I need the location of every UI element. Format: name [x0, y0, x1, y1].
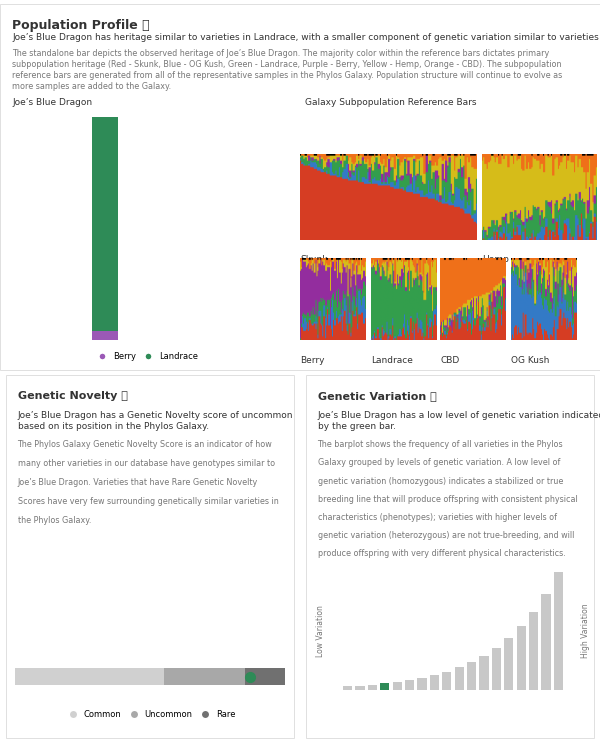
- Bar: [479, 656, 488, 690]
- Bar: [380, 683, 389, 690]
- Bar: [517, 626, 526, 690]
- Text: Berry: Berry: [300, 356, 325, 365]
- Text: Joe’s Blue Dragon has a Genetic Novelty score of uncommon: Joe’s Blue Dragon has a Genetic Novelty …: [17, 411, 293, 420]
- Text: Joe’s Blue Dragon: Joe’s Blue Dragon: [12, 98, 92, 107]
- Text: OG Kush: OG Kush: [511, 356, 550, 365]
- Text: reference bars are generated from all of the representative samples in the Phylo: reference bars are generated from all of…: [12, 71, 562, 80]
- Text: breeding line that will produce offspring with consistent physical: breeding line that will produce offsprin…: [317, 495, 577, 504]
- Bar: [442, 672, 451, 690]
- Text: The barplot shows the frequency of all varieties in the Phylos: The barplot shows the frequency of all v…: [317, 440, 563, 449]
- Text: The Phylos Galaxy Genetic Novelty Score is an indicator of how: The Phylos Galaxy Genetic Novelty Score …: [17, 440, 272, 449]
- Text: Landrace: Landrace: [371, 356, 413, 365]
- Bar: [163, 669, 245, 686]
- Bar: [405, 680, 414, 690]
- Text: CBD: CBD: [440, 356, 460, 365]
- Bar: [92, 331, 118, 340]
- Bar: [529, 612, 538, 690]
- Text: genetic variation (heterozygous) are not true-breeding, and will: genetic variation (heterozygous) are not…: [317, 531, 574, 540]
- Text: based on its position in the Phylos Galaxy.: based on its position in the Phylos Gala…: [17, 422, 209, 431]
- Text: the Phylos Galaxy.: the Phylos Galaxy.: [17, 516, 91, 525]
- Text: Joe’s Blue Dragon has a low level of genetic variation indicated: Joe’s Blue Dragon has a low level of gen…: [317, 411, 600, 420]
- Text: genetic variation (homozygous) indicates a stabilized or true: genetic variation (homozygous) indicates…: [317, 476, 563, 485]
- Text: High Variation: High Variation: [581, 604, 590, 658]
- Text: Joe’s Blue Dragon. Varieties that have Rare Genetic Novelty: Joe’s Blue Dragon. Varieties that have R…: [17, 478, 258, 487]
- Bar: [0, 4, 600, 370]
- Bar: [504, 638, 514, 690]
- Text: Skunk: Skunk: [300, 255, 328, 264]
- Text: Hemp: Hemp: [482, 255, 509, 264]
- Text: Genetic Novelty ⓘ: Genetic Novelty ⓘ: [17, 391, 127, 401]
- Text: Joe’s Blue Dragon has heritage similar to varieties in Landrace, with a smaller : Joe’s Blue Dragon has heritage similar t…: [12, 33, 600, 42]
- Text: Scores have very few surrounding genetically similar varieties in: Scores have very few surrounding genetic…: [17, 497, 278, 506]
- Bar: [455, 667, 464, 690]
- Bar: [355, 686, 365, 690]
- Text: Galaxy grouped by levels of genetic variation. A low level of: Galaxy grouped by levels of genetic vari…: [317, 459, 560, 467]
- Legend: Common, Uncommon, Rare: Common, Uncommon, Rare: [61, 706, 239, 722]
- Text: The standalone bar depicts the observed heritage of Joe’s Blue Dragon. The major: The standalone bar depicts the observed …: [12, 49, 549, 58]
- Bar: [368, 685, 377, 690]
- Legend: Berry, Landrace: Berry, Landrace: [90, 349, 202, 364]
- Text: characteristics (phenotypes); varieties with higher levels of: characteristics (phenotypes); varieties …: [317, 513, 557, 522]
- Bar: [554, 572, 563, 690]
- Bar: [492, 648, 501, 690]
- Text: subpopulation heritage (Red - Skunk, Blue - OG Kush, Green - Landrace, Purple - : subpopulation heritage (Red - Skunk, Blu…: [12, 60, 562, 69]
- Bar: [541, 594, 551, 690]
- Bar: [418, 677, 427, 690]
- Text: more samples are added to the Galaxy.: more samples are added to the Galaxy.: [12, 82, 171, 91]
- Text: produce offspring with very different physical characteristics.: produce offspring with very different ph…: [317, 549, 565, 558]
- Bar: [245, 669, 285, 686]
- Bar: [430, 675, 439, 690]
- Bar: [15, 669, 163, 686]
- Text: by the green bar.: by the green bar.: [317, 422, 395, 431]
- Text: Genetic Variation ⓘ: Genetic Variation ⓘ: [317, 391, 436, 401]
- Bar: [343, 686, 352, 690]
- Bar: [392, 682, 402, 690]
- Text: Low Variation: Low Variation: [316, 605, 325, 657]
- Bar: [92, 117, 118, 331]
- Bar: [467, 662, 476, 690]
- Text: Galaxy Subpopulation Reference Bars: Galaxy Subpopulation Reference Bars: [305, 98, 476, 107]
- Text: Population Profile ⓘ: Population Profile ⓘ: [12, 19, 149, 32]
- Text: many other varieties in our database have genotypes similar to: many other varieties in our database hav…: [17, 459, 275, 468]
